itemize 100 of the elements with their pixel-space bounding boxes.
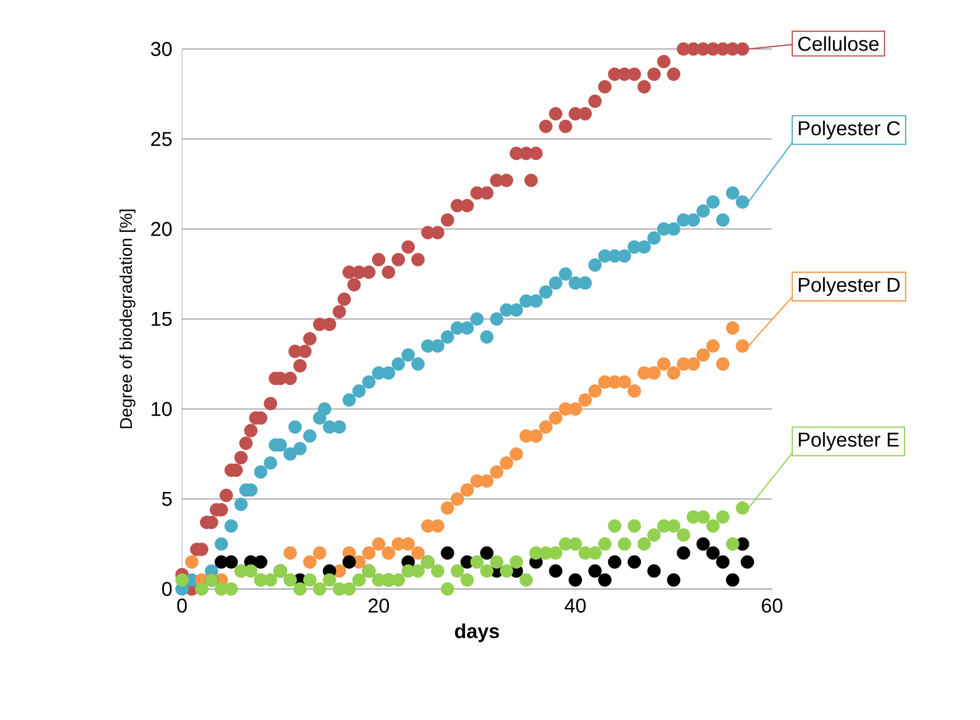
- text: Polyester D: [798, 277, 900, 296]
- point: [647, 366, 661, 380]
- point: [490, 555, 504, 569]
- point: [500, 564, 514, 578]
- point: [283, 573, 297, 587]
- point: [440, 501, 454, 515]
- point: [480, 546, 494, 560]
- y-tick-label: 20: [151, 222, 172, 236]
- point: [519, 573, 533, 587]
- text: Polyester E: [798, 432, 899, 451]
- point: [411, 546, 425, 560]
- point: [568, 537, 582, 551]
- point: [460, 483, 474, 497]
- point: [372, 537, 386, 551]
- point: [706, 546, 720, 560]
- point: [430, 519, 444, 533]
- point: [490, 465, 504, 479]
- point: [392, 573, 406, 587]
- point: [647, 564, 661, 578]
- point: [470, 555, 484, 569]
- point: [628, 519, 642, 533]
- point: [628, 384, 642, 398]
- point: [696, 510, 710, 524]
- point: [548, 411, 562, 425]
- point: [480, 564, 494, 578]
- point: [440, 546, 454, 560]
- point: [450, 564, 464, 578]
- point: [382, 546, 396, 560]
- point: [440, 582, 454, 596]
- y-tick-label: 25: [151, 132, 172, 146]
- point: [322, 573, 336, 587]
- point: [706, 339, 720, 353]
- point: [185, 555, 199, 569]
- point: [637, 537, 651, 551]
- point: [411, 564, 425, 578]
- point: [598, 537, 612, 551]
- point: [716, 357, 730, 371]
- text: Polyester C: [798, 120, 900, 140]
- point: [430, 564, 444, 578]
- point: [283, 546, 297, 560]
- point: [666, 573, 680, 587]
- point: [362, 546, 376, 560]
- point: [666, 519, 680, 533]
- point: [706, 519, 720, 533]
- point: [303, 573, 317, 587]
- point: [578, 393, 592, 407]
- x-axis-title: days: [455, 624, 499, 642]
- point: [618, 537, 632, 551]
- point: [293, 582, 307, 596]
- point: [312, 546, 326, 560]
- point: [628, 555, 642, 569]
- point: [352, 573, 366, 587]
- point: [716, 510, 730, 524]
- point: [342, 582, 356, 596]
- y-tick-label: 15: [152, 312, 172, 326]
- point: [598, 573, 612, 587]
- point: [548, 564, 562, 578]
- point: [608, 555, 622, 569]
- point: [450, 492, 464, 506]
- point: [568, 573, 582, 587]
- point: [588, 384, 602, 398]
- point: [401, 537, 415, 551]
- point: [608, 519, 622, 533]
- point: [686, 357, 700, 371]
- point: [312, 582, 326, 596]
- y-axis-title: Degree of biodegradation [%]: [120, 210, 136, 428]
- point: [175, 573, 189, 587]
- point: [224, 582, 238, 596]
- point: [342, 555, 356, 569]
- point: [666, 366, 680, 380]
- point: [568, 402, 582, 416]
- point: [224, 555, 238, 569]
- point: [696, 537, 710, 551]
- point: [244, 564, 258, 578]
- point: [726, 573, 740, 587]
- point: [726, 537, 740, 551]
- point: [676, 546, 690, 560]
- point: [500, 456, 514, 470]
- point: [588, 546, 602, 560]
- point: [539, 420, 553, 434]
- x-tick-label: 40: [564, 598, 586, 613]
- point: [264, 573, 278, 587]
- point: [548, 546, 562, 560]
- point: [716, 555, 730, 569]
- y-tick-label: 5: [162, 492, 172, 506]
- point: [194, 582, 208, 596]
- point: [254, 555, 268, 569]
- point: [460, 573, 474, 587]
- x-tick-label: 0: [177, 598, 187, 613]
- point: [529, 429, 543, 443]
- point: [303, 555, 317, 569]
- y-tick-label: 30: [150, 42, 172, 56]
- point: [647, 528, 661, 542]
- legend-label: Cellulose: [798, 36, 879, 51]
- point: [726, 321, 740, 335]
- point: [657, 357, 671, 371]
- point: [740, 555, 754, 569]
- point: [676, 528, 690, 542]
- point: [480, 474, 494, 488]
- point: [618, 375, 632, 389]
